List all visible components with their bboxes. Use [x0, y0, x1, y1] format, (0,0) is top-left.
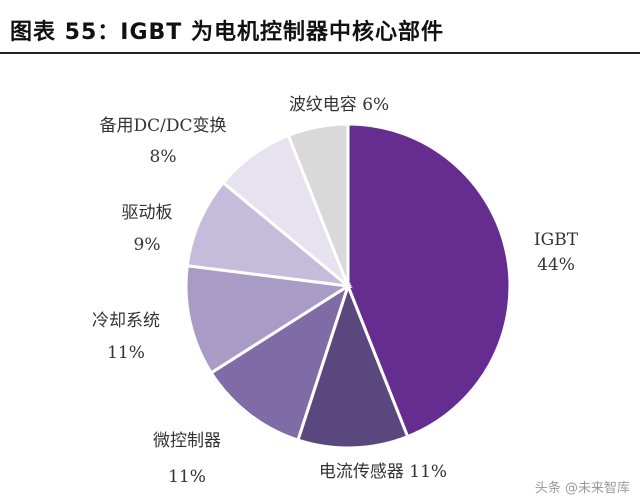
chart-title: 图表 55：IGBT 为电机控制器中核心部件: [10, 20, 444, 45]
slice-label-1: 电流传感器 11%: [319, 462, 447, 482]
title-bar: 图表 55：IGBT 为电机控制器中核心部件: [0, 0, 640, 54]
slice-label-6: 波纹电容 6%: [289, 95, 389, 115]
slice-label-2: 微控制器: [153, 431, 221, 451]
pie-slice-0: [346, 122, 512, 439]
pie-chart: IGBT 44% 电流传感器 11% 微控制器 11% 冷却系统 11% 驱动板 9% 备用DC/…: [92, 95, 579, 487]
slice-value-4: 9%: [134, 235, 161, 255]
slice-label-5: 备用DC/DC变换: [99, 116, 226, 136]
pie-slice-6: [286, 122, 350, 287]
slice-value-0: 44%: [537, 255, 575, 275]
slice-label-3: 冷却系统: [92, 311, 160, 331]
pie-slices: [184, 122, 512, 450]
pie-labels: IGBT 44% 电流传感器 11% 微控制器 11% 冷却系统 11% 驱动板 9% 备用DC/…: [92, 95, 579, 487]
pie-slice-3: [184, 264, 353, 375]
slice-value-5: 8%: [150, 147, 177, 167]
pie-slice-4: [185, 180, 353, 289]
pie-slice-1: [296, 281, 410, 450]
pie-slice-2: [209, 282, 351, 442]
slice-value-2: 11%: [168, 467, 206, 487]
slice-label-0: IGBT: [534, 230, 579, 250]
slice-label-4: 驱动板: [122, 203, 173, 223]
slice-value-3: 11%: [107, 343, 145, 363]
watermark: 头条 @未来智库: [534, 481, 630, 496]
